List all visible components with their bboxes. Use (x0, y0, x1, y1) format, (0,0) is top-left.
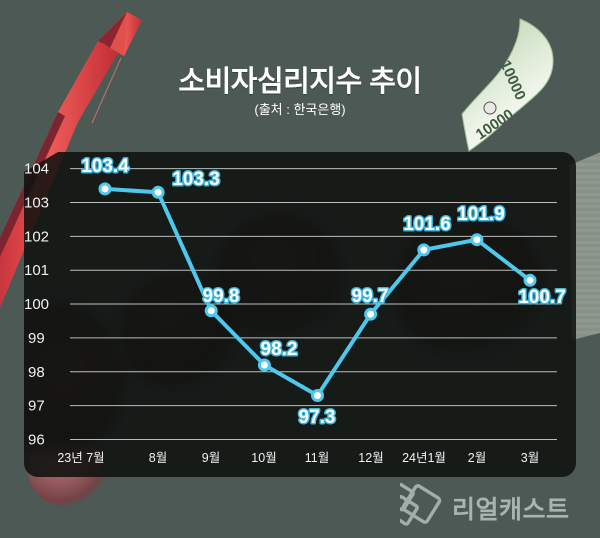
svg-text:3월: 3월 (521, 451, 539, 465)
svg-text:102: 102 (24, 228, 49, 245)
svg-text:100: 100 (24, 296, 49, 313)
svg-text:99: 99 (28, 330, 45, 347)
svg-text:99.7: 99.7 (352, 286, 389, 307)
svg-text:103: 103 (24, 194, 49, 211)
svg-text:104: 104 (24, 161, 49, 178)
svg-text:8월: 8월 (149, 451, 167, 465)
svg-text:101: 101 (24, 262, 49, 279)
svg-text:100.7: 100.7 (518, 287, 566, 308)
svg-text:103.3: 103.3 (172, 169, 220, 190)
svg-text:101.9: 101.9 (457, 204, 505, 225)
svg-text:97: 97 (28, 398, 45, 415)
svg-text:리얼캐스트: 리얼캐스트 (452, 496, 570, 524)
svg-text:98: 98 (28, 364, 45, 381)
svg-text:12월: 12월 (358, 451, 383, 465)
svg-text:24년1월: 24년1월 (402, 451, 446, 465)
svg-text:23년 7월: 23년 7월 (57, 451, 104, 465)
svg-text:11월: 11월 (305, 451, 329, 465)
svg-text:98.2: 98.2 (261, 339, 298, 360)
svg-text:103.4: 103.4 (81, 156, 129, 177)
svg-text:101.6: 101.6 (403, 214, 451, 235)
svg-text:2월: 2월 (468, 451, 486, 465)
svg-text:10월: 10월 (251, 451, 276, 465)
svg-text:99.8: 99.8 (203, 286, 240, 307)
svg-text:96: 96 (28, 432, 45, 449)
svg-text:97.3: 97.3 (299, 407, 336, 428)
svg-text:9월: 9월 (202, 451, 220, 465)
